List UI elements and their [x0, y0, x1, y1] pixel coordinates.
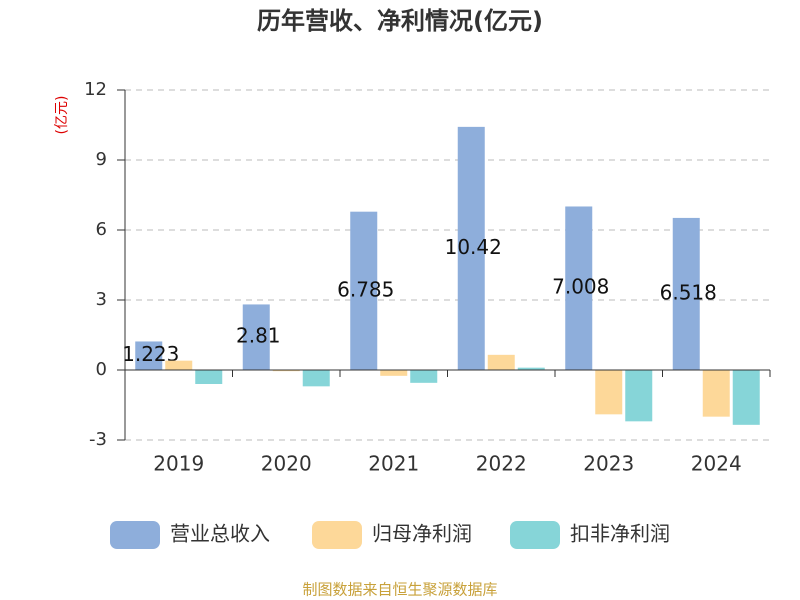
- legend-label: 扣非净利润: [570, 522, 670, 546]
- y-tick-label: 3: [96, 289, 107, 310]
- bar: [595, 370, 623, 415]
- y-tick-label: 0: [96, 359, 107, 380]
- y-tick-label: -3: [89, 429, 107, 450]
- x-tick-label: 2024: [691, 452, 742, 476]
- bar: [350, 211, 378, 370]
- bar: [302, 370, 330, 387]
- bar: [487, 354, 515, 370]
- x-tick-label: 2021: [368, 452, 419, 476]
- x-tick-label: 2020: [261, 452, 312, 476]
- data-label: 7.008: [552, 275, 609, 299]
- data-label: 10.42: [445, 235, 502, 259]
- bar: [165, 360, 193, 370]
- chart-title: 历年营收、净利情况(亿元): [257, 7, 543, 35]
- y-axis-label: (亿元): [54, 96, 70, 135]
- source-note: 制图数据来自恒生聚源数据库: [302, 581, 497, 599]
- bar: [702, 370, 730, 417]
- bar: [380, 370, 408, 376]
- x-tick-label: 2022: [476, 452, 527, 476]
- bar: [565, 206, 593, 370]
- bar: [457, 126, 485, 370]
- data-label: 6.518: [660, 280, 717, 304]
- bar: [272, 370, 300, 372]
- legend-swatch: [510, 521, 560, 549]
- legend-label: 归母净利润: [372, 522, 472, 546]
- legend-swatch: [110, 521, 160, 549]
- bar: [195, 370, 223, 384]
- legend-label: 营业总收入: [170, 522, 270, 546]
- data-label: 6.785: [337, 277, 394, 301]
- y-tick-label: 9: [96, 149, 107, 170]
- bar: [242, 304, 270, 370]
- legend-swatch: [312, 521, 362, 549]
- x-tick-label: 2023: [583, 452, 634, 476]
- y-tick-label: 12: [84, 79, 107, 100]
- y-tick-label: 6: [96, 219, 107, 240]
- data-label: 2.81: [236, 324, 281, 348]
- bar: [625, 370, 653, 422]
- bar: [410, 370, 438, 383]
- bar: [135, 341, 163, 370]
- x-tick-label: 2019: [153, 452, 204, 476]
- bar: [732, 370, 760, 425]
- bar: [672, 217, 700, 370]
- bar: [517, 367, 545, 370]
